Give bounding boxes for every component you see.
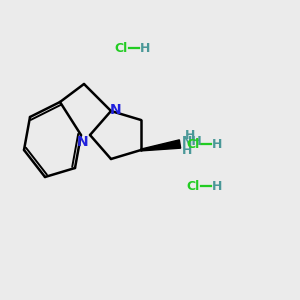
Text: N: N [77,135,88,148]
Text: Cl: Cl [114,41,127,55]
Text: Cl: Cl [186,137,199,151]
Text: H: H [184,129,195,142]
Text: H: H [140,41,150,55]
Text: N: N [110,103,121,116]
Text: H: H [212,137,222,151]
Polygon shape [141,140,181,151]
Text: H: H [182,144,192,157]
Text: H: H [212,179,222,193]
Text: NH: NH [182,135,202,148]
Text: Cl: Cl [186,179,199,193]
